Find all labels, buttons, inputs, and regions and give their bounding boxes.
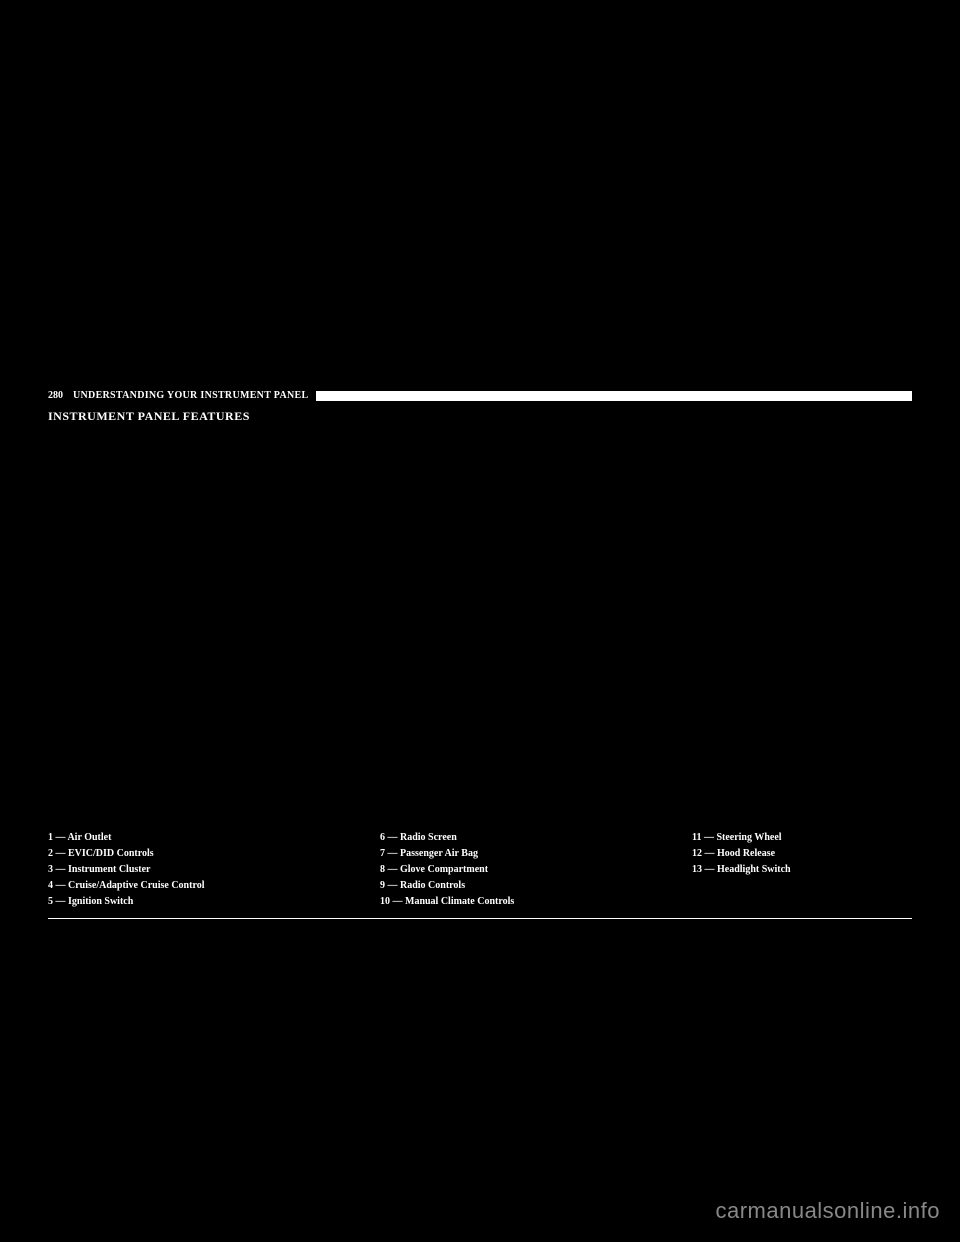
legend-divider [48, 918, 912, 919]
page-header-block: 280 UNDERSTANDING YOUR INSTRUMENT PANEL … [48, 390, 912, 424]
legend-item: 7 — Passenger Air Bag [380, 846, 640, 862]
legend-item: 8 — Glove Compartment [380, 862, 640, 878]
legend-item: 3 — Instrument Cluster [48, 862, 328, 878]
legend-item: 10 — Manual Climate Controls [380, 894, 640, 910]
legend-item: 13 — Headlight Switch [692, 862, 912, 878]
legend-item: 2 — EVIC/DID Controls [48, 846, 328, 862]
legend-area: 1 — Air Outlet 2 — EVIC/DID Controls 3 —… [48, 830, 912, 919]
legend-item: 1 — Air Outlet [48, 830, 328, 846]
legend-item: 6 — Radio Screen [380, 830, 640, 846]
legend-item: 11 — Steering Wheel [692, 830, 912, 846]
legend-column-3: 11 — Steering Wheel 12 — Hood Release 13… [692, 830, 912, 910]
legend-columns: 1 — Air Outlet 2 — EVIC/DID Controls 3 —… [48, 830, 912, 916]
header-row: 280 UNDERSTANDING YOUR INSTRUMENT PANEL [48, 390, 912, 401]
section-header-text: UNDERSTANDING YOUR INSTRUMENT PANEL [73, 390, 308, 401]
page-number: 280 [48, 390, 63, 401]
legend-item: 12 — Hood Release [692, 846, 912, 862]
section-title: INSTRUMENT PANEL FEATURES [48, 409, 912, 424]
legend-item: 5 — Ignition Switch [48, 894, 328, 910]
legend-item: 4 — Cruise/Adaptive Cruise Control [48, 878, 328, 894]
watermark-text: carmanualsonline.info [715, 1198, 940, 1224]
legend-column-1: 1 — Air Outlet 2 — EVIC/DID Controls 3 —… [48, 830, 328, 910]
legend-column-2: 6 — Radio Screen 7 — Passenger Air Bag 8… [380, 830, 640, 910]
header-bar [316, 391, 912, 401]
legend-item: 9 — Radio Controls [380, 878, 640, 894]
